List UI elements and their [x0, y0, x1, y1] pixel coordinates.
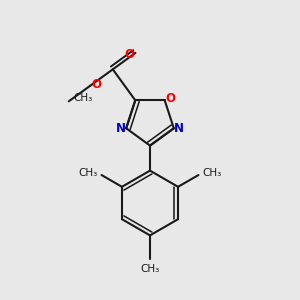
Text: O: O	[165, 92, 175, 105]
Text: CH₃: CH₃	[78, 168, 97, 178]
Text: N: N	[116, 122, 126, 135]
Text: CH₃: CH₃	[73, 93, 92, 103]
Text: CH₃: CH₃	[140, 264, 160, 274]
Text: N: N	[174, 122, 184, 135]
Text: CH₃: CH₃	[203, 168, 222, 178]
Text: O: O	[91, 78, 101, 91]
Text: O: O	[124, 48, 134, 61]
